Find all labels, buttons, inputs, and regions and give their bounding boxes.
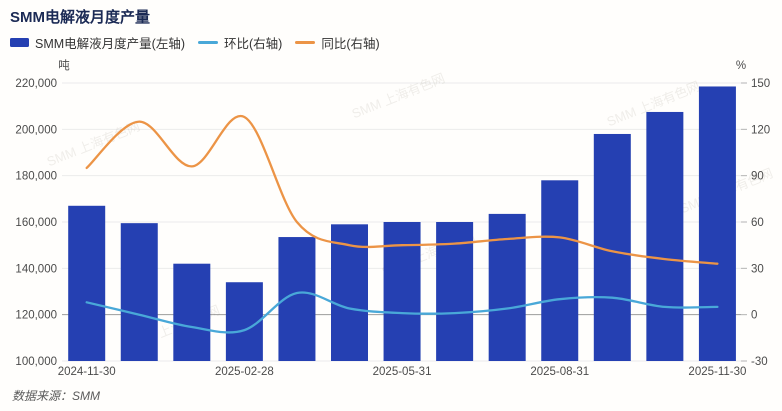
- left-axis-tick-label: 180,000: [15, 171, 57, 183]
- legend: SMM电解液月度产量(左轴) 环比(右轴) 同比(右轴): [10, 33, 380, 52]
- x-axis-label: 2024-11-30: [58, 366, 116, 378]
- left-axis-tick-label: 160,000: [15, 217, 57, 229]
- left-axis-tick-label: 140,000: [15, 263, 57, 275]
- chart-title: SMM电解液月度产量: [10, 9, 150, 26]
- right-axis-tick-label: -30: [751, 356, 768, 368]
- right-axis-tick-label: 120: [751, 124, 770, 136]
- x-axis-label: 2025-05-31: [373, 366, 432, 378]
- mom-line[interactable]: [85, 291, 719, 334]
- bar[interactable]: [120, 223, 158, 361]
- x-axis-label: 2025-08-31: [530, 366, 589, 378]
- bar[interactable]: [541, 180, 579, 361]
- watermark: SMM 上海有色网: [350, 70, 447, 121]
- bar[interactable]: [646, 111, 684, 361]
- legend-item-production[interactable]: SMM电解液月度产量(左轴): [10, 33, 185, 52]
- x-axis-label: 2025-11-30: [688, 366, 746, 378]
- bar[interactable]: [488, 213, 526, 361]
- legend-label-production: SMM电解液月度产量(左轴): [35, 37, 185, 51]
- legend-label-mom: 环比(右轴): [224, 37, 283, 51]
- yoy-line-swatch-icon: [295, 41, 316, 44]
- legend-item-mom[interactable]: 环比(右轴): [198, 33, 282, 52]
- right-axis-tick-label: 60: [751, 217, 764, 229]
- right-axis-unit: %: [736, 60, 746, 72]
- yoy-line[interactable]: [85, 114, 719, 265]
- data-source: 数据来源：SMM: [12, 389, 100, 403]
- bar-series-swatch-icon: [10, 38, 29, 47]
- bar[interactable]: [68, 205, 106, 361]
- bar[interactable]: [698, 86, 736, 361]
- left-axis-tick-label: 220,000: [15, 78, 57, 90]
- bar[interactable]: [173, 263, 211, 361]
- left-axis-tick-label: 120,000: [15, 310, 57, 322]
- left-axis-tick-label: 100,000: [15, 356, 57, 368]
- right-axis-tick-label: 0: [751, 310, 757, 322]
- right-axis-tick-label: 150: [751, 78, 770, 90]
- right-axis-tick-label: 90: [751, 171, 764, 183]
- mom-line-swatch-icon: [198, 41, 218, 44]
- legend-item-yoy[interactable]: 同比(右轴): [295, 33, 380, 52]
- x-axis-label: 2025-02-28: [215, 366, 274, 378]
- left-axis-unit: 吨: [58, 59, 70, 72]
- legend-label-yoy: 同比(右轴): [321, 37, 380, 51]
- right-axis-tick-label: 30: [751, 263, 764, 275]
- bar[interactable]: [383, 222, 421, 361]
- left-axis-tick-label: 200,000: [15, 124, 57, 136]
